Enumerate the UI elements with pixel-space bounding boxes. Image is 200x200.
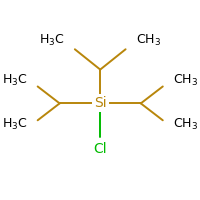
Text: H$_3$C: H$_3$C (39, 32, 65, 48)
Text: H$_3$C: H$_3$C (2, 117, 28, 132)
Text: CH$_3$: CH$_3$ (173, 73, 198, 88)
Text: Si: Si (94, 96, 107, 110)
Text: CH$_3$: CH$_3$ (173, 117, 198, 132)
Text: Cl: Cl (93, 142, 107, 156)
Text: H$_3$C: H$_3$C (2, 73, 28, 88)
Text: CH$_3$: CH$_3$ (136, 32, 161, 48)
